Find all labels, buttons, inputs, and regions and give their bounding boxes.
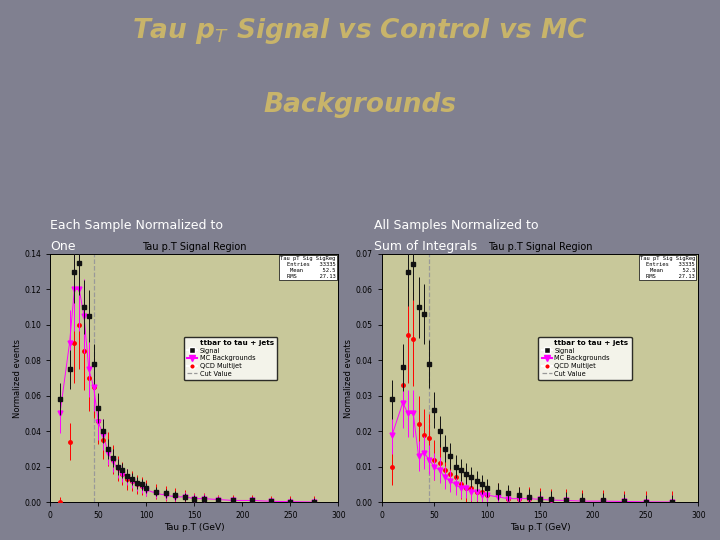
Y-axis label: Normalized events: Normalized events bbox=[343, 339, 353, 417]
Text: One: One bbox=[50, 240, 76, 253]
Text: Sum of Integrals: Sum of Integrals bbox=[374, 240, 477, 253]
Text: Each Sample Normalized to: Each Sample Normalized to bbox=[50, 219, 223, 232]
Legend: ttbar to tau + jets, Signal, MC Backgrounds, QCD Multijet, Cut Value: ttbar to tau + jets, Signal, MC Backgrou… bbox=[184, 336, 277, 380]
Title: Tau p.T Signal Region: Tau p.T Signal Region bbox=[487, 241, 593, 252]
Y-axis label: Normalized events: Normalized events bbox=[12, 339, 22, 417]
Legend: ttbar to tau + jets, Signal, MC Backgrounds, QCD Multijet, Cut Value: ttbar to tau + jets, Signal, MC Backgrou… bbox=[539, 336, 631, 380]
Text: Tau pT Sig SigReg
Entries   33335
Mean      52.5
RMS       27.13: Tau pT Sig SigReg Entries 33335 Mean 52.… bbox=[640, 256, 696, 279]
X-axis label: Tau p.T (GeV): Tau p.T (GeV) bbox=[164, 523, 225, 532]
Title: Tau p.T Signal Region: Tau p.T Signal Region bbox=[142, 241, 247, 252]
X-axis label: Tau p.T (GeV): Tau p.T (GeV) bbox=[510, 523, 570, 532]
Text: Tau pT Sig SigReg
Entries   33335
Mean      52.5
RMS       27.13: Tau pT Sig SigReg Entries 33335 Mean 52.… bbox=[280, 256, 336, 279]
Text: Backgrounds: Backgrounds bbox=[264, 92, 456, 118]
Text: All Samples Normalized to: All Samples Normalized to bbox=[374, 219, 539, 232]
Text: Tau p$_T$ Signal vs Control vs MC: Tau p$_T$ Signal vs Control vs MC bbox=[132, 16, 588, 46]
